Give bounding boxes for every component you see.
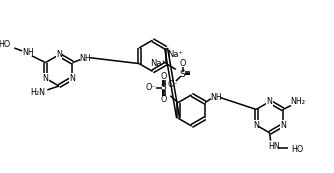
Text: S: S: [161, 83, 166, 92]
Text: H₂N: H₂N: [30, 88, 45, 97]
Text: N: N: [253, 121, 259, 130]
Text: O⁻: O⁻: [146, 83, 156, 92]
Text: N: N: [280, 121, 286, 130]
Text: Na⁺: Na⁺: [167, 50, 183, 59]
Text: HN: HN: [269, 142, 280, 151]
Text: NH: NH: [79, 54, 91, 63]
Text: Na⁺: Na⁺: [151, 59, 167, 68]
Text: N: N: [267, 97, 273, 106]
Text: NH₂: NH₂: [290, 97, 305, 106]
Text: O: O: [160, 72, 167, 81]
Text: N: N: [56, 50, 62, 59]
Text: O⁻: O⁻: [168, 80, 178, 89]
Text: N: N: [69, 74, 75, 83]
Text: O: O: [160, 95, 167, 104]
Text: HO: HO: [0, 40, 11, 49]
Text: NH: NH: [22, 48, 34, 57]
Text: NH: NH: [210, 93, 222, 102]
Text: HO: HO: [291, 145, 303, 154]
Text: N: N: [42, 74, 48, 83]
Text: S: S: [180, 70, 186, 79]
Text: O: O: [179, 59, 186, 68]
